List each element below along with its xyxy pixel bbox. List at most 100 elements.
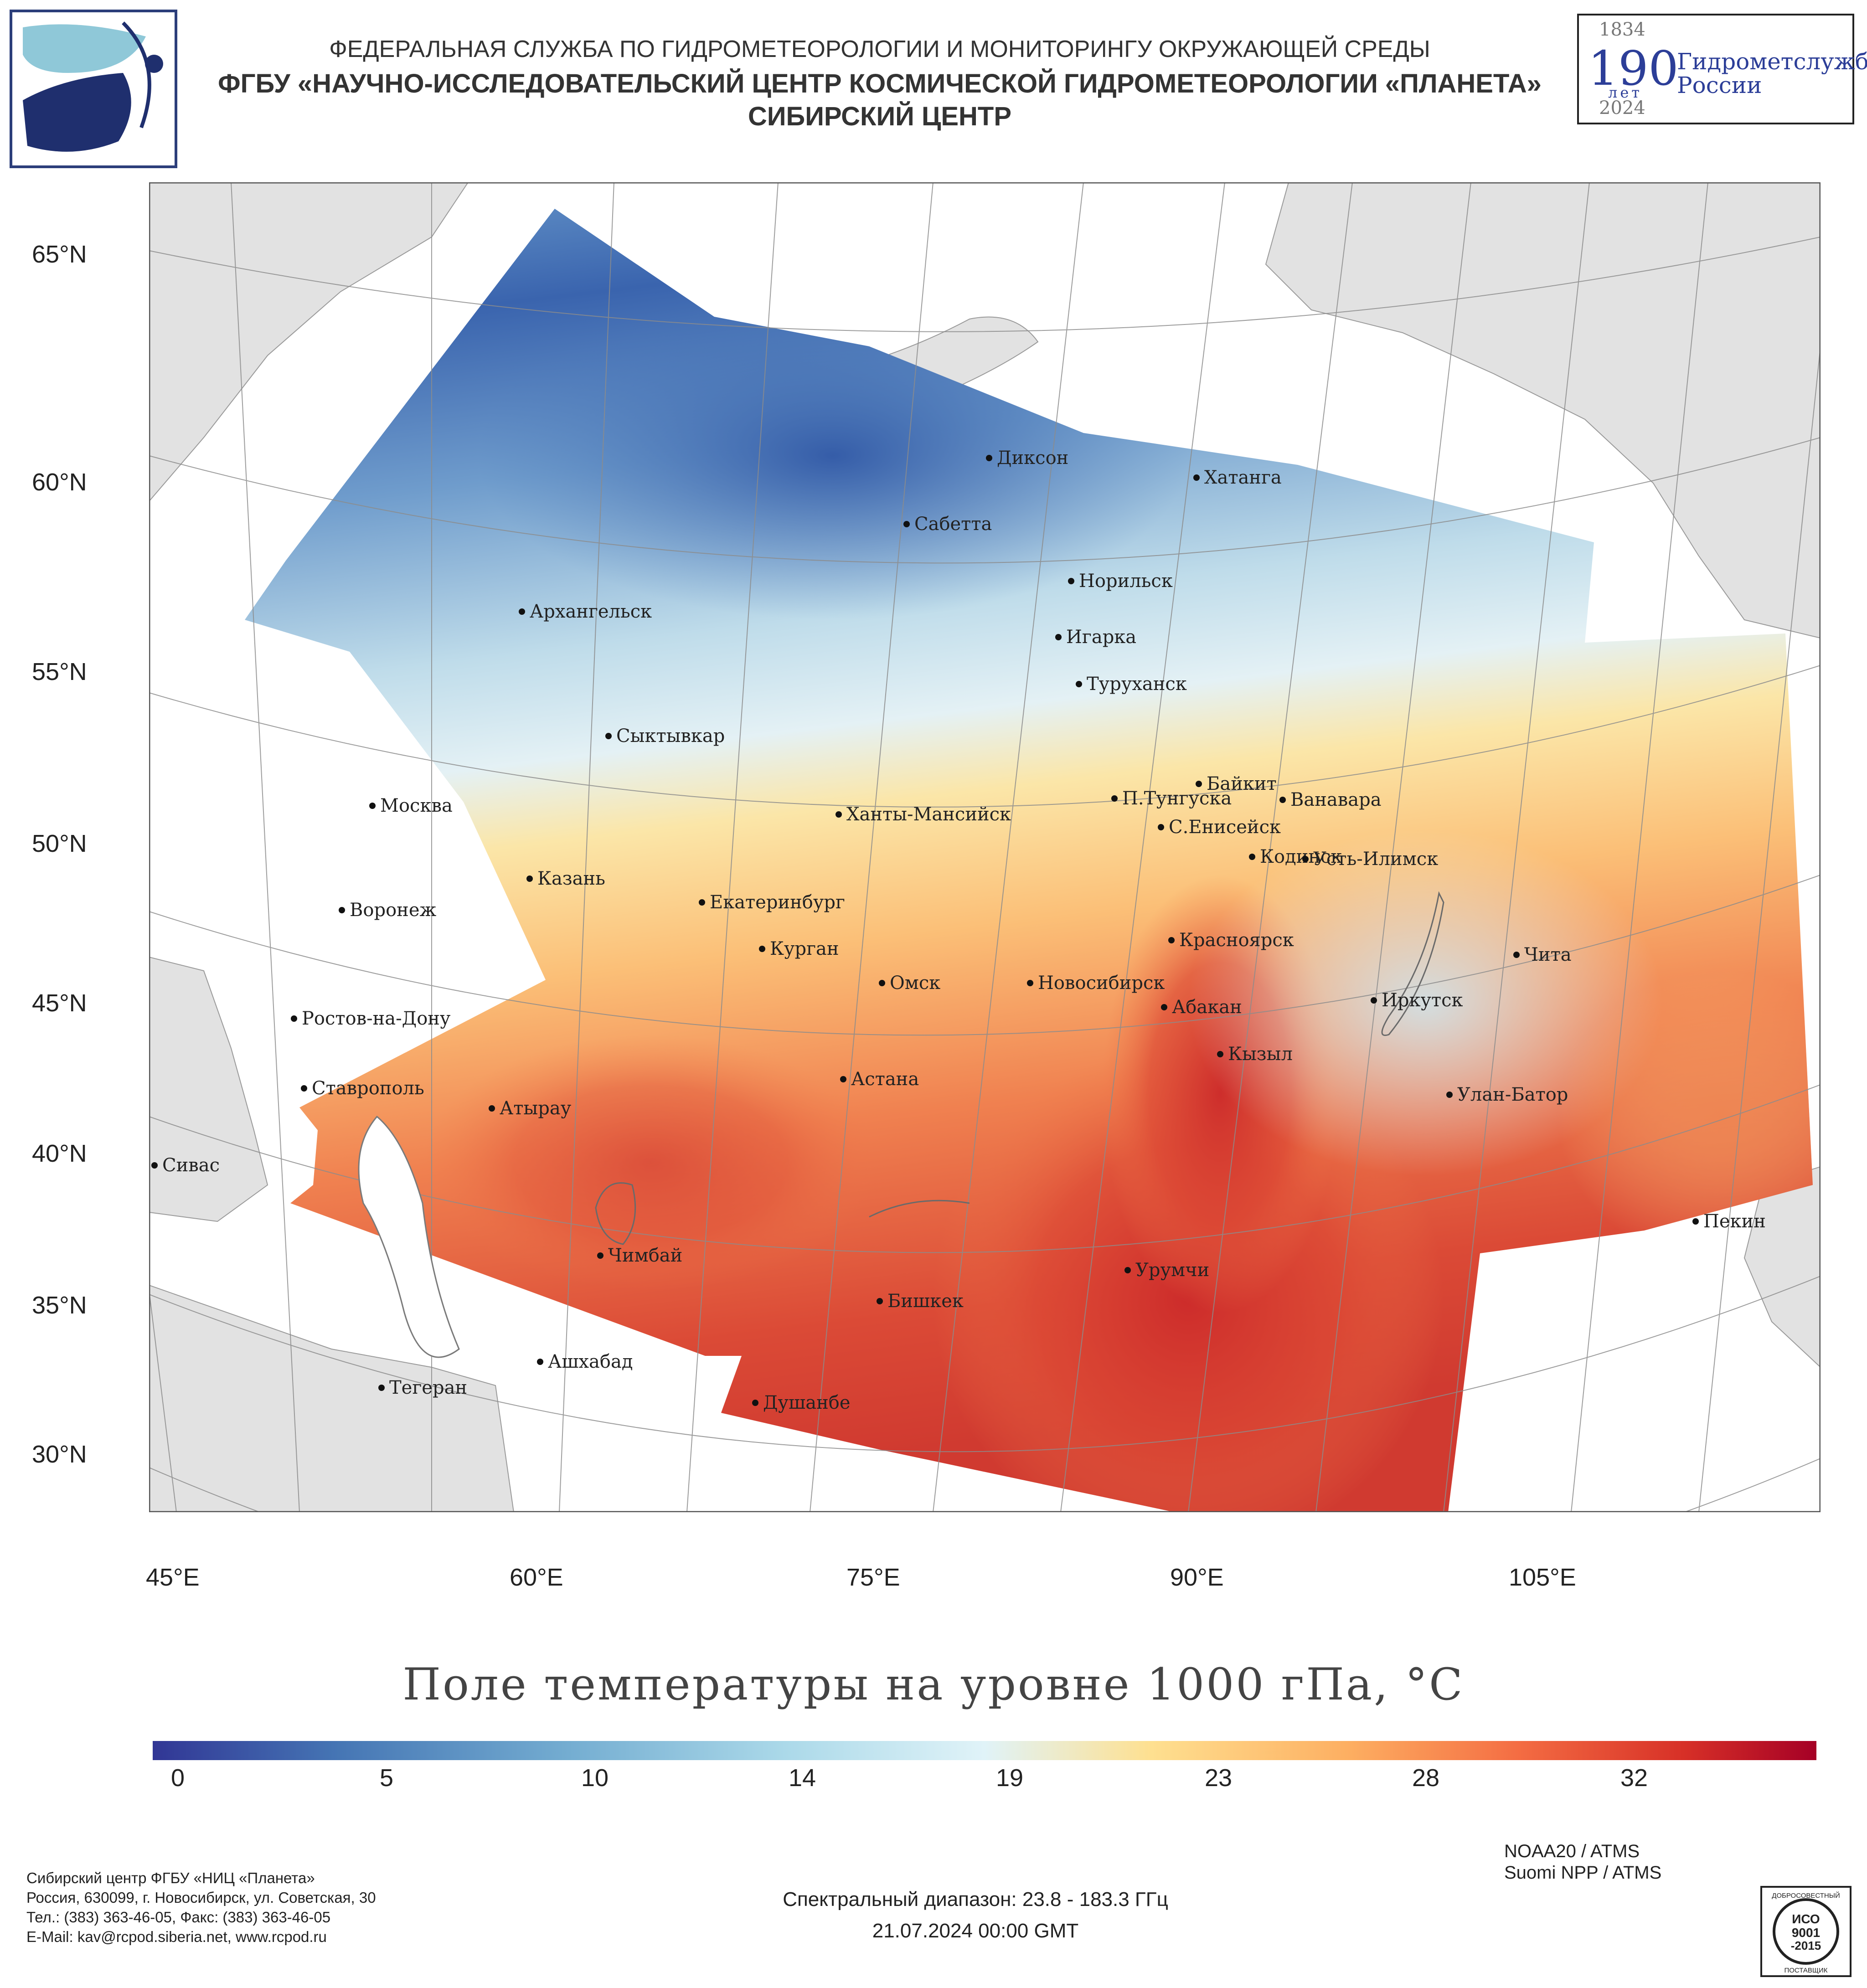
observation-datetime: 21.07.2024 00:00 GMT (872, 1920, 1079, 1942)
svg-text:Сабетта: Сабетта (914, 514, 992, 535)
city-ashkhabad[interactable]: Ашхабад (537, 1351, 633, 1372)
city-s-eniseysk[interactable]: С.Енисейск (1158, 817, 1281, 838)
svg-text:Усть-Илимск: Усть-Илимск (1313, 849, 1438, 870)
svg-text:Иркутск: Иркутск (1382, 990, 1463, 1011)
svg-text:Норильск: Норильск (1079, 571, 1173, 592)
svg-text:Астана: Астана (851, 1069, 919, 1090)
city-kodinsk[interactable]: Кодинск (1249, 846, 1342, 867)
colorbar-tick-14: 14 (788, 1764, 816, 1792)
legend-title: Поле температуры на уровне 1000 гПа, °C (402, 1659, 1465, 1710)
anniversary-text-2: России (1677, 72, 1762, 98)
city-sabetta[interactable]: Сабетта (903, 514, 992, 535)
city-norilsk[interactable]: Норильск (1068, 571, 1173, 592)
svg-text:Новосибирск: Новосибирск (1038, 973, 1165, 994)
iso-main-3: -2015 (1791, 1939, 1821, 1952)
city-baikit[interactable]: Байкит (1196, 773, 1277, 794)
city-chita[interactable]: Чита (1513, 944, 1572, 965)
svg-text:Диксон: Диксон (997, 448, 1068, 469)
city-moskva[interactable]: Москва (369, 795, 453, 816)
svg-text:Туруханск: Туруханск (1087, 674, 1187, 695)
city-astana[interactable]: Астана (840, 1069, 919, 1090)
city-kurgan[interactable]: Курган (759, 938, 839, 959)
anniversary-year-end: 2024 (1599, 98, 1645, 118)
city-abakan[interactable]: Абакан (1161, 997, 1242, 1018)
svg-text:Бишкек: Бишкек (887, 1291, 964, 1312)
svg-text:Сыктывкар: Сыктывкар (616, 726, 725, 747)
city-dikson[interactable]: Диксон (986, 448, 1068, 469)
svg-text:Пекин: Пекин (1703, 1211, 1766, 1232)
map-frame (149, 182, 1821, 1512)
svg-text:Душанбе: Душанбе (763, 1392, 851, 1413)
colorbar-tick-0: 0 (170, 1764, 185, 1792)
city-atyrau[interactable]: Атырау (489, 1098, 572, 1119)
svg-text:Абакан: Абакан (1172, 997, 1242, 1018)
city-omsk[interactable]: Омск (879, 973, 940, 994)
city-krasnoyarsk[interactable]: Красноярск (1168, 930, 1294, 951)
colorbar-tick-28: 28 (1412, 1764, 1440, 1792)
city-khanty-mansiysk[interactable]: Ханты-Мансийск (836, 804, 1011, 825)
colorbar-tick-10: 10 (581, 1764, 609, 1792)
svg-text:Красноярск: Красноярск (1179, 930, 1294, 951)
city-voronezh[interactable]: Воронеж (339, 900, 436, 921)
lon-label-90: 90°E (1170, 1564, 1224, 1591)
lon-label-75: 75°E (846, 1564, 900, 1591)
city-ekaterinburg[interactable]: Екатеринбург (699, 892, 845, 913)
svg-text:С.Енисейск: С.Енисейск (1169, 817, 1281, 838)
lat-label-60: 60°N (32, 469, 87, 496)
svg-text:Атырау: Атырау (500, 1098, 572, 1119)
colorbar-tick-19: 19 (995, 1764, 1024, 1792)
colorbar (153, 1741, 1816, 1760)
anniversary-number: 190 (1588, 41, 1679, 96)
city-kazan[interactable]: Казань (526, 868, 605, 889)
city-urumchi[interactable]: Урумчи (1124, 1260, 1209, 1281)
svg-text:Улан-Батор: Улан-Батор (1457, 1084, 1568, 1105)
city-khatanga[interactable]: Хатанга (1193, 467, 1282, 488)
header-center: СИБИРСКИЙ ЦЕНТР (748, 102, 1012, 131)
land-scandinavia (149, 182, 469, 502)
footer-org-email: E-Mail: kav@rcpod.siberia.net, www.rcpod… (26, 1928, 327, 1945)
svg-text:Ростов-на-Дону: Ростов-на-Дону (302, 1008, 451, 1029)
svg-text:Байкит: Байкит (1207, 773, 1277, 794)
anniversary-badge: 1834 190 лет Гидрометслужбе России 2024 (1577, 14, 1867, 124)
svg-text:Казань: Казань (537, 868, 605, 889)
land-arctic-east (1265, 182, 1821, 639)
svg-text:Москва: Москва (380, 795, 453, 816)
city-kyzyl[interactable]: Кызыл (1217, 1044, 1293, 1065)
lon-label-105: 105°E (1509, 1564, 1576, 1591)
city-igarka[interactable]: Игарка (1055, 627, 1136, 648)
iso-top-text: ДОБРОСОВЕСТНЫЙ (1772, 1891, 1840, 1900)
city-turukhansk[interactable]: Туруханск (1076, 674, 1187, 695)
city-syktyvkar[interactable]: Сыктывкар (605, 726, 725, 747)
lat-label-50: 50°N (32, 830, 87, 857)
colorbar-tick-5: 5 (379, 1764, 394, 1792)
sensor-2: Suomi NPP / ATMS (1504, 1863, 1662, 1883)
city-vanavara[interactable]: Ванавара (1279, 789, 1382, 810)
city-ulan-bator[interactable]: Улан-Батор (1446, 1084, 1568, 1105)
city-markers: Диксон Хатанга Сабетта Норильск Архангел… (151, 448, 1766, 1413)
city-bishkek[interactable]: Бишкек (877, 1291, 964, 1312)
city-irkutsk[interactable]: Иркутск (1371, 990, 1463, 1011)
lat-label-35: 35°N (32, 1292, 87, 1319)
city-chimbai[interactable]: Чимбай (597, 1245, 682, 1266)
planeta-logo (10, 10, 177, 168)
lat-label-40: 40°N (32, 1140, 87, 1167)
city-p-tunguska[interactable]: П.Тунгуска (1111, 788, 1232, 809)
city-stavropol[interactable]: Ставрополь (301, 1078, 424, 1099)
footer-org-address: Россия, 630099, г. Новосибирск, ул. Сове… (26, 1889, 376, 1906)
city-ust-ilimsk[interactable]: Усть-Илимск (1302, 849, 1438, 870)
iso-main-1: ИСО (1792, 1912, 1820, 1926)
city-sivas[interactable]: Сивас (151, 1155, 220, 1176)
city-novosibirsk[interactable]: Новосибирск (1027, 973, 1165, 994)
land-west (149, 956, 268, 1222)
city-tegeran[interactable]: Тегеран (378, 1377, 467, 1398)
city-arkhangelsk[interactable]: Архангельск (519, 601, 652, 622)
city-pekin[interactable]: Пекин (1692, 1211, 1766, 1232)
colorbar-tick-23: 23 (1204, 1764, 1233, 1792)
city-dushanbe[interactable]: Душанбе (752, 1392, 851, 1413)
lat-label-65: 65°N (32, 241, 87, 268)
header-agency: ФЕДЕРАЛЬНАЯ СЛУЖБА ПО ГИДРОМЕТЕОРОЛОГИИ … (329, 36, 1430, 62)
svg-text:Омск: Омск (890, 973, 940, 994)
lake-baikal (1381, 891, 1444, 1036)
city-rostov-na-donu[interactable]: Ростов-на-Дону (291, 1008, 451, 1029)
land-southwest (149, 1284, 515, 1512)
